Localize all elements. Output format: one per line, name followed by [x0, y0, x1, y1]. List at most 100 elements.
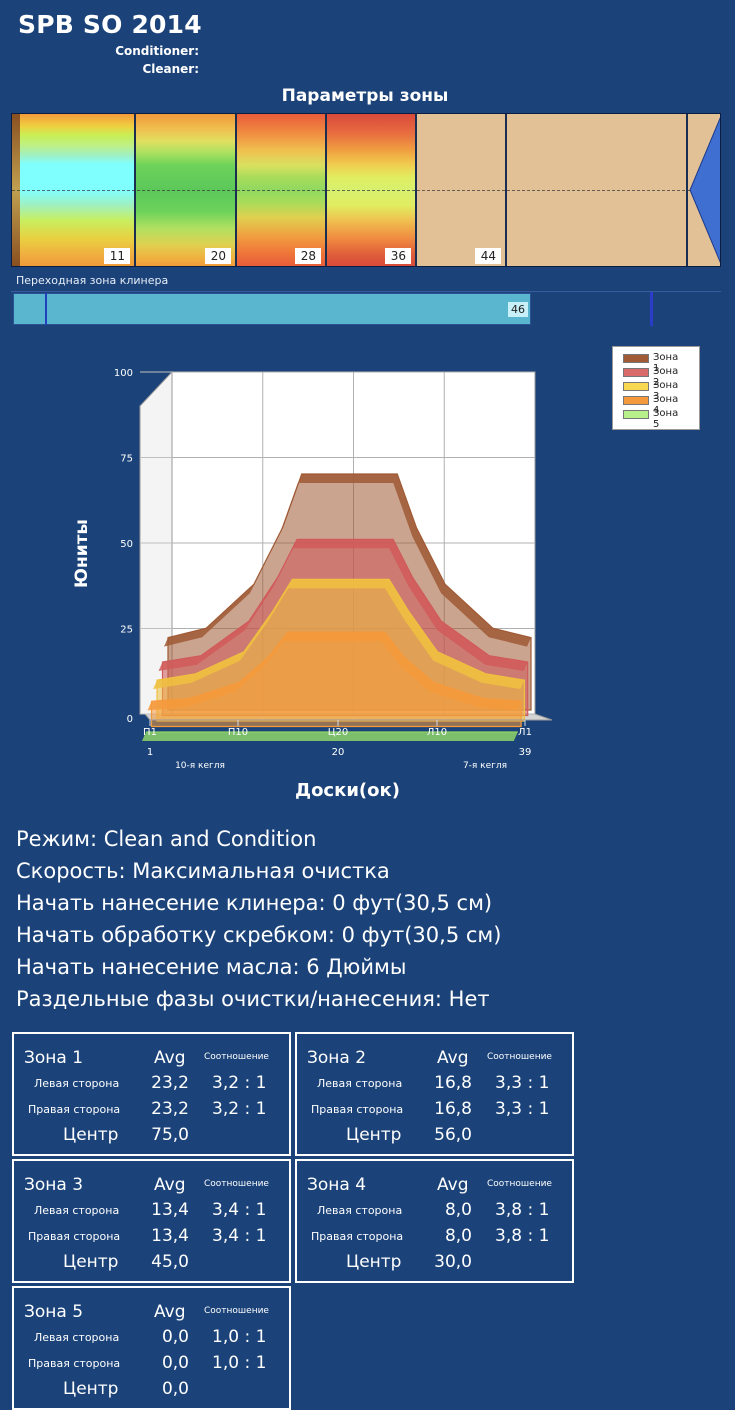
left-side-label: Левая сторона [317, 1204, 403, 1217]
chart-axes: 0 25 50 75 100 П1 П10 Ц20 Л10 Л1 1 20 39 10-я кегля 7-… [114, 368, 552, 771]
cleaner-start-text: Начать нанесение клинера: 0 фут(30,5 см) [16, 891, 493, 915]
transition-title: Переходная зона клинера [16, 274, 169, 287]
right-side-ratio: 3,2 : 1 [212, 1099, 267, 1119]
zone-box-title: Зона 3 [24, 1175, 84, 1195]
zone-box-avg-header: Avg [154, 1048, 186, 1068]
zone-box-ratio-header: Соотношение [487, 1179, 552, 1189]
zone-box-title: Зона 4 [307, 1175, 367, 1195]
x-tick-label: Л1 [518, 727, 532, 738]
y-tick-label: 0 [127, 714, 133, 725]
zone-box-5: Зона 5 Avg Соотношение Левая сторона 0,0 1,0 … [12, 1286, 291, 1410]
center-avg: 0,0 [161, 1379, 189, 1399]
transition-track [11, 291, 721, 328]
left-side-avg: 23,2 [151, 1073, 189, 1093]
transition-value: 46 [508, 302, 528, 317]
center-label: Центр [346, 1252, 402, 1272]
transition-right-marker[interactable] [650, 292, 653, 326]
left-side-avg: 16,8 [434, 1073, 472, 1093]
oil-start-text: Начать нанесение масла: 6 Дюймы [16, 955, 407, 979]
center-avg: 75,0 [151, 1125, 189, 1145]
right-side-avg: 23,2 [151, 1099, 189, 1119]
chart-series [142, 473, 532, 741]
zone-params-title: Параметры зоны [281, 86, 449, 106]
left-side-label: Левая сторона [317, 1077, 403, 1090]
center-label: Центр [63, 1379, 119, 1399]
right-side-label: Правая сторона [28, 1230, 121, 1243]
zone-params-panel[interactable]: 11 20 28 36 44 [11, 113, 721, 267]
zone-box-avg-header: Avg [154, 1175, 186, 1195]
left-side-ratio: 1,0 : 1 [212, 1327, 267, 1347]
speed-text: Скорость: Максимальная очистка [16, 859, 390, 883]
x-board-number: 39 [519, 747, 532, 758]
zone-band-label-3: 28 [294, 248, 321, 264]
series-area-5 [142, 731, 518, 741]
y-tick-label: 75 [120, 454, 133, 465]
right-side-label: Правая сторона [311, 1103, 404, 1116]
zone-box-avg-header: Avg [437, 1048, 469, 1068]
center-avg: 56,0 [434, 1125, 472, 1145]
separate-phases-text: Раздельные фазы очистки/нанесения: Нет [16, 987, 490, 1011]
right-side-label: Правая сторона [28, 1357, 121, 1370]
right-side-avg: 8,0 [444, 1226, 472, 1246]
x-board-number: 20 [332, 747, 345, 758]
zone-box-ratio-header: Соотношение [487, 1052, 552, 1062]
cleaner-label: Cleaner: [142, 62, 199, 76]
zone-box-avg-header: Avg [154, 1302, 186, 1322]
center-label: Центр [63, 1125, 119, 1145]
zone-box-ratio-header: Соотношение [204, 1306, 269, 1316]
right-side-label: Правая сторона [28, 1103, 121, 1116]
transition-fill: 46 [13, 293, 531, 325]
left-side-ratio: 3,8 : 1 [495, 1200, 550, 1220]
center-avg: 45,0 [151, 1252, 189, 1272]
zone-box-1: Зона 1 Avg Соотношение Левая сторона 23,2 3,2… [12, 1032, 291, 1156]
left-side-avg: 8,0 [444, 1200, 472, 1220]
zone-box-4: Зона 4 Avg Соотношение Левая сторона 8,0 3,8 … [295, 1159, 574, 1283]
zone-box-2: Зона 2 Avg Соотношение Левая сторона 16,8 3,3… [295, 1032, 574, 1156]
right-side-ratio: 3,3 : 1 [495, 1099, 550, 1119]
zone-box-avg-header: Avg [437, 1175, 469, 1195]
right-side-avg: 0,0 [161, 1353, 189, 1373]
center-avg: 30,0 [434, 1252, 472, 1272]
transition-bar[interactable]: 46 [11, 291, 721, 327]
x-tick-label: П1 [143, 727, 157, 738]
pin-side-label: 10-я кегля [175, 761, 225, 771]
left-side-avg: 0,0 [161, 1327, 189, 1347]
x-axis-label: Доски(ок) [295, 780, 400, 801]
left-side-avg: 13,4 [151, 1200, 189, 1220]
left-side-ratio: 3,3 : 1 [495, 1073, 550, 1093]
app-title: SPB SO 2014 [18, 10, 202, 39]
x-tick-label: Ц20 [328, 727, 349, 738]
y-tick-label: 100 [114, 368, 133, 379]
center-label: Центр [346, 1125, 402, 1145]
left-side-ratio: 3,2 : 1 [212, 1073, 267, 1093]
x-tick-label: Л10 [427, 727, 447, 738]
zone-center-line [12, 190, 720, 191]
pin-side-label: 7-я кегля [463, 761, 507, 771]
zone-band-label-5: 44 [474, 248, 501, 264]
left-side-label: Левая сторона [34, 1204, 120, 1217]
left-side-ratio: 3,4 : 1 [212, 1200, 267, 1220]
conditioner-label: Conditioner: [115, 44, 199, 58]
oil-pattern-chart: 0 25 50 75 100 П1 П10 Ц20 Л10 Л1 1 20 39 10-я кегля 7-… [114, 368, 553, 771]
chart-legend: Зона 1 Зона 2 Зона 3 Зона 4 Зона 5 [612, 346, 700, 430]
zone-box-3: Зона 3 Avg Соотношение Левая сторона 13,4 3,4… [12, 1159, 291, 1283]
y-tick-label: 50 [120, 539, 133, 550]
squeegee-start-text: Начать обработку скребком: 0 фут(30,5 см… [16, 923, 502, 947]
zone-box-title: Зона 2 [307, 1048, 367, 1068]
zone-box-title: Зона 1 [24, 1048, 84, 1068]
right-side-ratio: 1,0 : 1 [212, 1353, 267, 1373]
zone-pin-deck-marker [689, 117, 720, 263]
zone-band-label-2: 20 [204, 248, 231, 264]
left-side-label: Левая сторона [34, 1077, 120, 1090]
x-board-number: 1 [147, 747, 153, 758]
transition-left-marker [45, 293, 47, 325]
zone-box-ratio-header: Соотношение [204, 1179, 269, 1189]
right-side-avg: 16,8 [434, 1099, 472, 1119]
zone-band-label-1: 11 [103, 248, 130, 264]
mode-text: Режим: Clean and Condition [16, 827, 317, 851]
y-tick-label: 25 [120, 625, 133, 636]
zone-box-title: Зона 5 [24, 1302, 84, 1322]
right-side-ratio: 3,4 : 1 [212, 1226, 267, 1246]
x-tick-label: П10 [228, 727, 248, 738]
right-side-avg: 13,4 [151, 1226, 189, 1246]
